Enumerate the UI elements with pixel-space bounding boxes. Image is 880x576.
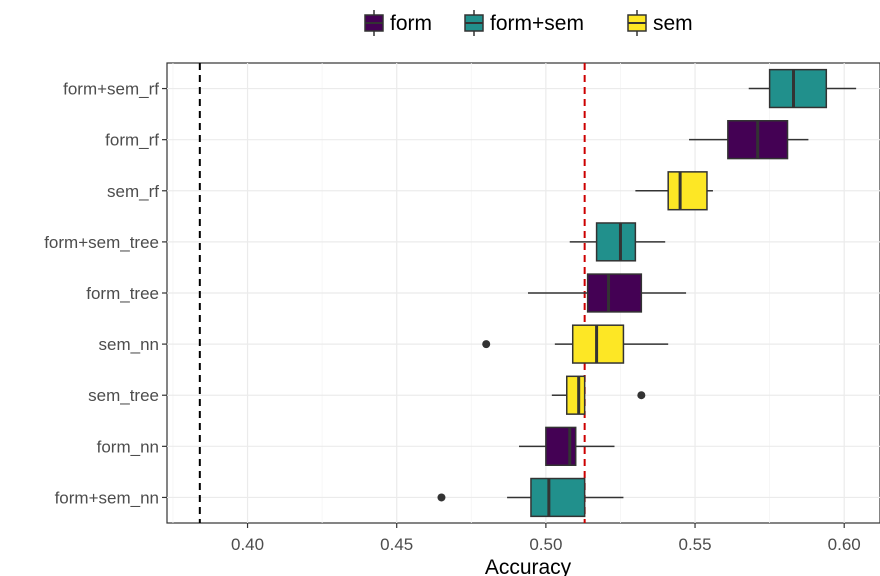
y-tick-label: form+sem_rf	[63, 80, 159, 99]
legend-item-sem: sem	[627, 10, 693, 36]
box-iqr	[530, 477, 586, 518]
legend-item-form: form	[364, 10, 432, 36]
outlier-point	[482, 340, 491, 349]
box-iqr	[768, 68, 828, 109]
y-tick-label: form_nn	[97, 437, 159, 456]
box-form_rf	[689, 120, 809, 160]
y-tick-label: form_tree	[86, 284, 159, 303]
legend-label: form+sem	[490, 12, 584, 35]
x-axis-ticks: 0.40 0.45 0.50 0.55 0.60	[231, 523, 861, 554]
box-form+sem_tree	[569, 222, 666, 262]
x-tick-label: 0.50	[529, 535, 562, 554]
x-axis-title: Accuracy	[485, 556, 572, 576]
legend-label: form	[390, 12, 432, 35]
y-tick-label: form+sem_tree	[44, 233, 159, 252]
y-tick-label: sem_tree	[88, 386, 159, 405]
grid-lines	[167, 63, 880, 523]
y-axis-labels: form+sem_rf form_rf sem_rf form+sem_treefor…	[44, 80, 167, 507]
x-tick-label: 0.55	[678, 535, 711, 554]
boxes	[437, 68, 857, 518]
box-iqr	[566, 375, 586, 415]
outlier-point	[637, 391, 646, 400]
box-iqr	[667, 171, 708, 211]
box-form+sem_rf	[748, 68, 857, 109]
box-iqr	[586, 273, 643, 313]
y-tick-label: sem_rf	[107, 182, 159, 201]
outlier-point	[437, 493, 446, 502]
box-sem_nn	[482, 324, 669, 364]
box-form_nn	[519, 426, 615, 466]
x-tick-label: 0.60	[828, 535, 861, 554]
box-form+sem_nn	[437, 477, 624, 518]
box-iqr	[595, 222, 637, 262]
legend: form form+sem sem	[364, 10, 693, 36]
y-tick-label: form+sem_nn	[55, 488, 159, 507]
legend-item-form+sem: form+sem	[464, 10, 584, 36]
legend-label: sem	[653, 12, 693, 35]
x-tick-label: 0.45	[380, 535, 413, 554]
x-tick-label: 0.40	[231, 535, 264, 554]
y-tick-label: sem_nn	[99, 335, 159, 354]
y-tick-label: form_rf	[105, 131, 159, 150]
box-sem_tree	[551, 375, 646, 415]
box-sem_rf	[635, 171, 713, 211]
box-form_tree	[527, 273, 687, 313]
